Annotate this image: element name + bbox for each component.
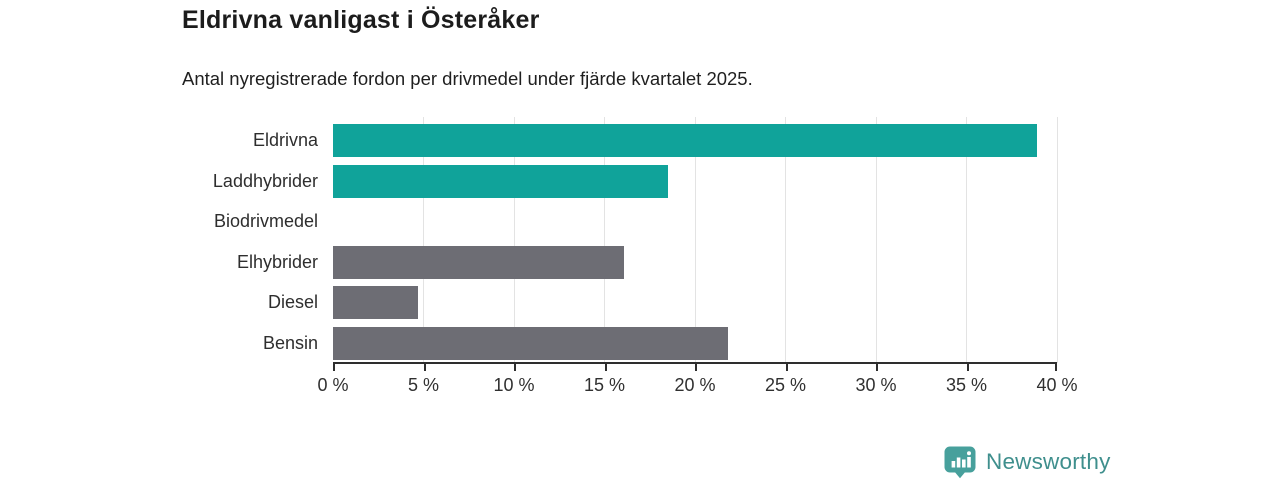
category-label-elhybrider: Elhybrider <box>236 251 318 272</box>
x-axis-tick-label: 10 % <box>493 375 535 395</box>
gridline <box>875 117 877 363</box>
category-label-diesel: Diesel <box>267 292 318 312</box>
gridline <box>785 117 786 363</box>
category-label-biodrivmedel: Biodrivmedel <box>213 211 318 231</box>
x-axis-tick <box>966 364 969 371</box>
brand-name: Newsworthy <box>986 449 1111 474</box>
gridline <box>513 117 515 363</box>
chart-subtitle: Antal nyregistrerade fordon per drivmede… <box>182 68 753 89</box>
gridline <box>694 117 696 363</box>
category-label-laddhybrider: Laddhybrider <box>212 170 318 191</box>
gridline <box>423 117 424 363</box>
x-axis-tick <box>876 364 878 371</box>
category-label-eldrivna: Eldrivna <box>252 130 318 150</box>
gridline <box>604 117 605 363</box>
x-axis-tick-label: 20 % <box>674 375 716 395</box>
gridline <box>1056 117 1058 363</box>
bar-elhybrider <box>333 245 625 279</box>
x-axis-tick <box>514 364 516 371</box>
bar-eldrivna <box>333 124 1038 157</box>
chart-title: Eldrivna vanligast i Österåker <box>182 6 540 34</box>
x-axis-tick <box>604 364 607 371</box>
newsworthy-logo: Newsworthy <box>943 445 1111 479</box>
x-axis-tick-label: 0 % <box>317 375 349 395</box>
x-axis-tick-label: 15 % <box>583 375 626 395</box>
x-axis-tick <box>423 364 426 371</box>
bar-bensin <box>333 326 728 360</box>
bar-diesel <box>333 286 419 319</box>
x-axis-tick <box>1055 364 1057 371</box>
x-axis-tick-label: 5 % <box>407 375 440 395</box>
x-axis-tick-label: 25 % <box>764 375 807 395</box>
gridline <box>966 117 967 363</box>
x-axis: 0 % 5 % 10 % 15 % 20 % 25 % 30 % 35 % 40 % <box>317 362 1078 404</box>
category-axis: Eldrivna Laddhybrider Biodrivmedel Elhybrid… <box>0 117 318 363</box>
x-axis-tick-label: 40 % <box>1036 375 1078 395</box>
x-axis-tick <box>785 364 788 371</box>
bar-laddhybrider <box>333 164 668 198</box>
x-axis-tick-label: 30 % <box>855 375 897 395</box>
x-axis-tick <box>333 364 335 371</box>
x-axis-tick <box>695 364 697 371</box>
category-label-bensin: Bensin <box>262 332 318 353</box>
plot-area <box>333 117 1058 363</box>
x-axis-tick-label: 35 % <box>945 375 988 395</box>
newsworthy-logo-icon <box>944 446 976 479</box>
